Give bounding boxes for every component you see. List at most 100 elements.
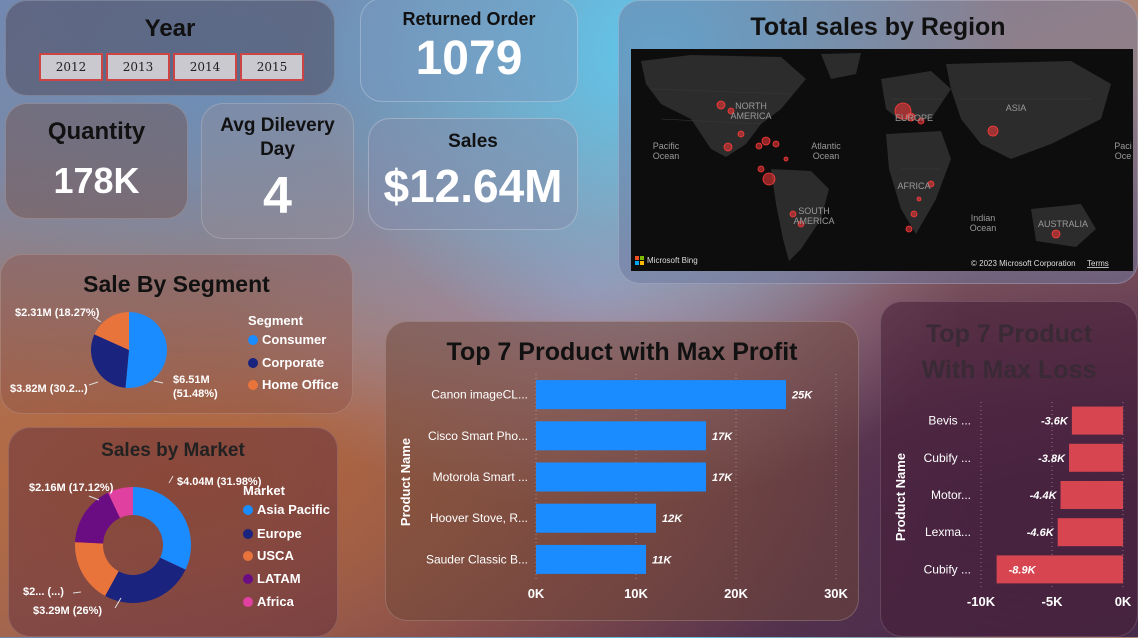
market-legend-europe[interactable]: Europe (243, 526, 302, 541)
bar[interactable] (1069, 443, 1123, 472)
legend-dot (248, 335, 258, 345)
greenland-shape (821, 53, 861, 79)
market-legend-usca[interactable]: USCA (243, 548, 294, 563)
map-label-pacific: Pacific (653, 141, 680, 151)
x-tick-label: -5K (1042, 594, 1064, 609)
map-point (789, 210, 797, 218)
bar[interactable] (1071, 406, 1123, 435)
asia-shape (946, 61, 1111, 159)
market-label-europe: $3.29M (26%) (33, 605, 103, 617)
year-2014-button[interactable]: 2014 (173, 53, 237, 81)
segment-legend-home-office[interactable]: Home Office (248, 377, 339, 392)
map-label-indian: Indian (971, 213, 996, 223)
bar[interactable] (536, 544, 646, 574)
map-label-atlantic: Ocean (813, 151, 840, 161)
bar[interactable] (1060, 481, 1123, 509)
returned-order-card: Returned Order 1079 (360, 0, 578, 102)
map-point (1051, 229, 1061, 239)
map-label-north-america: AMERICA (730, 111, 771, 121)
year-title: Year (144, 15, 196, 42)
market-slice-asia-pacific[interactable] (133, 487, 191, 570)
bar[interactable] (536, 421, 706, 451)
bar[interactable] (536, 462, 706, 492)
profit-chart-card: Top 7 Product with Max Profit 0K 10K 20K 30… (385, 321, 859, 621)
market-slice-usca[interactable] (75, 542, 119, 596)
market-slice-europe[interactable] (105, 557, 186, 603)
quantity-card: Quantity 178K (5, 103, 188, 219)
returned-order-title: Returned Order (402, 9, 536, 29)
data-label: 11K (652, 554, 672, 566)
segment-title: Sale By Segment (83, 271, 270, 297)
map-label-atlantic: Atlantic (811, 141, 841, 151)
map-point (762, 172, 776, 186)
map-point (757, 165, 765, 173)
year-2015-button[interactable]: 2015 (240, 53, 304, 81)
segment-slice-consumer[interactable] (125, 312, 168, 388)
map-point (716, 100, 726, 110)
map-point (894, 102, 912, 120)
world-map[interactable]: NORTH AMERICA EUROPE ASIA AFRICA SOUTH A… (631, 49, 1133, 271)
map-copyright: © 2023 Microsoft Corporation (971, 259, 1076, 268)
x-tick-label: 20K (724, 586, 748, 601)
map-label-africa: AFRICA (897, 181, 930, 191)
data-label: -4.6K (1027, 527, 1055, 539)
segment-label-corporate: $3.82M (30.2...) (10, 383, 88, 395)
map-point (916, 196, 922, 202)
segment-legend-corporate[interactable]: Corporate (248, 355, 324, 370)
segment-label-home: $2.31M (18.27%) (15, 307, 100, 319)
map-point (797, 220, 805, 228)
market-card: Sales by Market $4.04M (31.98%) $2.16M (… (8, 427, 338, 637)
profit-ylabel: Product Name (398, 438, 413, 526)
market-legend-latam[interactable]: LATAM (243, 571, 301, 586)
profit-chart-title: Top 7 Product with Max Profit (446, 338, 798, 366)
profit-chart[interactable]: 0K 10K 20K 30K Canon imageCL... 25K Cisco Smar… (386, 322, 860, 622)
map-point (910, 210, 918, 218)
market-legend-title: Market (243, 483, 285, 498)
data-label: -3.6K (1041, 416, 1069, 428)
map-point (917, 117, 925, 125)
market-slice-latam[interactable] (75, 492, 121, 544)
segment-slice-home-office[interactable] (94, 312, 129, 350)
map-point (906, 112, 916, 122)
segment-legend-title: Segment (248, 313, 303, 328)
category-label: Cubify ... (924, 451, 971, 465)
map-point (761, 136, 771, 146)
map-title: Total sales by Region (750, 13, 1006, 41)
segment-slice-corporate[interactable] (91, 334, 129, 388)
category-label: Motorola Smart ... (433, 470, 528, 484)
loss-chart-title: Top 7 Product With Max Loss (921, 320, 1097, 384)
map-point (772, 140, 780, 148)
market-legend-asia-pacific[interactable]: Asia Pacific (243, 502, 330, 517)
map-label-north-america: NORTH (735, 101, 767, 111)
market-legend-africa[interactable]: Africa (243, 594, 294, 609)
legend-dot (243, 529, 253, 539)
map-point (737, 130, 745, 138)
bar[interactable] (996, 555, 1123, 584)
map-point (927, 180, 935, 188)
market-title: Sales by Market (101, 440, 245, 461)
year-2012-button[interactable]: 2012 (39, 53, 103, 81)
quantity-title: Quantity (47, 118, 146, 145)
bar[interactable] (536, 380, 786, 410)
map-terms-link[interactable]: Terms (1087, 259, 1109, 268)
market-donut[interactable] (9, 428, 249, 638)
loss-chart[interactable]: -10K -5K 0K Bevis ... -3.6K Cubify ... -3.8K Mo… (881, 302, 1138, 638)
map-label-pacific: Ocean (653, 151, 680, 161)
data-label: 17K (712, 472, 733, 484)
map-point (905, 225, 913, 233)
segment-legend-consumer[interactable]: Consumer (248, 332, 326, 347)
map-label-australia: AUSTRALIA (1038, 219, 1088, 229)
legend-dot (243, 551, 253, 561)
category-label: Sauder Classic B... (426, 552, 528, 566)
quantity-value: 178K (53, 160, 140, 201)
x-tick-label: 0K (528, 586, 545, 601)
bar[interactable] (536, 503, 656, 533)
segment-card: Sale By Segment $2.31M (18.27%) $3.82M (… (0, 254, 353, 414)
map-label-pacific-east: Oce (1115, 151, 1132, 161)
market-slice-africa[interactable] (107, 487, 133, 518)
map-label-asia: ASIA (1006, 103, 1027, 113)
segment-pie[interactable] (1, 255, 241, 415)
bar[interactable] (1057, 518, 1123, 547)
legend-dot (248, 358, 258, 368)
year-2013-button[interactable]: 2013 (106, 53, 170, 81)
